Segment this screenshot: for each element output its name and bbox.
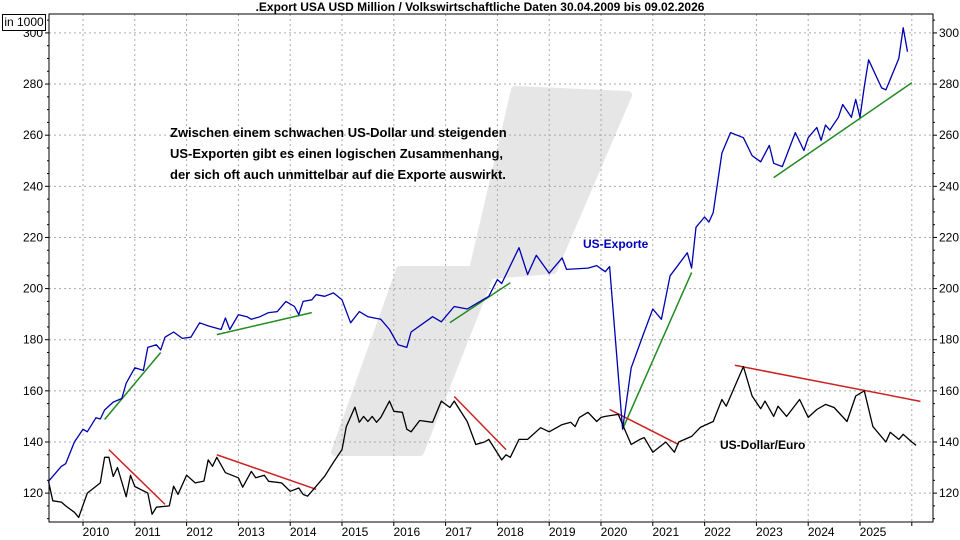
unit-label: in 1000	[2, 14, 46, 31]
x-tick-label: 2021	[652, 525, 679, 539]
series-label-exports: US-Exporte	[583, 237, 649, 251]
trendline	[104, 352, 162, 420]
y-tick-label-right: 200	[939, 282, 959, 296]
y-tick-label-left: 160	[23, 384, 43, 398]
y-tick-label-left: 200	[23, 282, 43, 296]
x-tick-label: 2017	[445, 525, 472, 539]
y-tick-label-left: 260	[23, 128, 43, 142]
x-tick-label: 2015	[342, 525, 369, 539]
annotation-text: Zwischen einem schwachen US-Dollar und s…	[170, 122, 507, 185]
x-tick-label: 2016	[393, 525, 420, 539]
axes: 120 120 140 140 160 160 180 180 200 200 220 220 240 2…	[23, 13, 959, 539]
annotation-line: US-Exporten gibt es einen logischen Zusa…	[170, 146, 503, 161]
y-tick-label-right: 260	[939, 128, 959, 142]
y-tick-label-right: 220	[939, 230, 959, 244]
trendline	[773, 82, 913, 179]
y-tick-label-left: 120	[23, 486, 43, 500]
x-tick-label: 2013	[238, 525, 265, 539]
trendline	[621, 272, 693, 430]
x-tick-label: 2014	[290, 525, 317, 539]
exports-line	[48, 27, 909, 482]
y-tick-label-left: 140	[23, 435, 43, 449]
plot-frame	[48, 13, 934, 523]
trendline	[453, 395, 507, 451]
series-lines	[47, 27, 917, 519]
x-tick-label: 2020	[601, 525, 628, 539]
trendline	[609, 408, 680, 446]
x-tick-label: 2023	[756, 525, 783, 539]
y-tick-label-right: 300	[939, 26, 959, 40]
x-tick-label: 2024	[808, 525, 835, 539]
x-tick-label: 2011	[135, 525, 161, 539]
x-tick-label: 2019	[549, 525, 576, 539]
y-tick-label-right: 120	[939, 486, 959, 500]
y-tick-label-right: 160	[939, 384, 959, 398]
series-label-usd-eur: US-Dollar/Euro	[720, 438, 806, 452]
trendlines	[104, 82, 921, 505]
x-tick-label: 2022	[704, 525, 731, 539]
y-tick-label-right: 180	[939, 333, 959, 347]
trendline	[449, 282, 511, 324]
trendline	[216, 311, 312, 336]
y-tick-label-left: 220	[23, 230, 43, 244]
chart-title: .Export USA USD Million / Volkswirtschaf…	[255, 0, 705, 14]
y-tick-label-left: 180	[23, 333, 43, 347]
x-tick-label: 2010	[83, 525, 110, 539]
y-tick-label-right: 280	[939, 77, 959, 91]
usd-eur-line	[47, 365, 917, 519]
annotation-line: der sich oft auch unmittelbar auf die Ex…	[170, 167, 506, 182]
watermark-logo	[331, 86, 632, 456]
x-tick-label: 2012	[186, 525, 213, 539]
x-tick-label: 2018	[497, 525, 524, 539]
y-tick-label-right: 140	[939, 435, 959, 449]
y-tick-label-left: 240	[23, 179, 43, 193]
y-tick-label-right: 240	[939, 179, 959, 193]
trendline	[734, 364, 921, 403]
grid	[49, 14, 933, 522]
trendline	[216, 454, 317, 490]
annotation-line: Zwischen einem schwachen US-Dollar und s…	[170, 125, 507, 140]
y-tick-label-left: 280	[23, 77, 43, 91]
x-tick-label: 2025	[860, 525, 887, 539]
trendline	[108, 449, 166, 505]
